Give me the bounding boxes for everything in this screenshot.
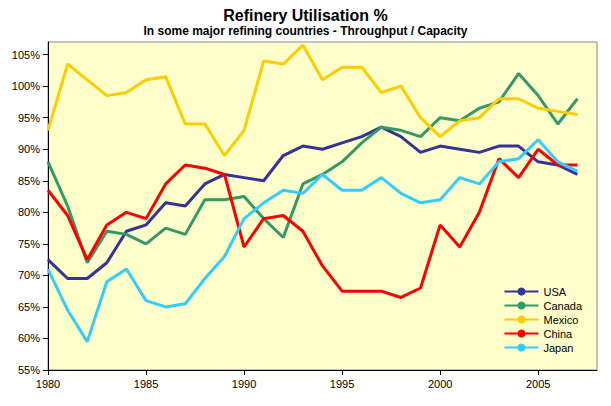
svg-text:1980: 1980 xyxy=(36,378,60,390)
svg-text:Mexico: Mexico xyxy=(543,314,578,326)
svg-text:Refinery Utilisation %: Refinery Utilisation % xyxy=(223,7,387,24)
svg-text:55%: 55% xyxy=(18,364,40,376)
svg-text:105%: 105% xyxy=(12,49,40,61)
svg-text:Japan: Japan xyxy=(543,342,573,354)
svg-text:80%: 80% xyxy=(18,206,40,218)
svg-text:60%: 60% xyxy=(18,332,40,344)
svg-text:2005: 2005 xyxy=(526,378,550,390)
svg-text:Canada: Canada xyxy=(543,300,582,312)
svg-text:70%: 70% xyxy=(18,269,40,281)
svg-text:100%: 100% xyxy=(12,80,40,92)
svg-text:85%: 85% xyxy=(18,175,40,187)
svg-text:95%: 95% xyxy=(18,112,40,124)
svg-text:In some major refining countri: In some major refining countries - Throu… xyxy=(143,24,467,38)
svg-text:65%: 65% xyxy=(18,301,40,313)
svg-text:2000: 2000 xyxy=(428,378,452,390)
svg-text:90%: 90% xyxy=(18,143,40,155)
svg-text:75%: 75% xyxy=(18,238,40,250)
svg-text:1990: 1990 xyxy=(232,378,256,390)
svg-text:1985: 1985 xyxy=(134,378,158,390)
svg-text:China: China xyxy=(543,328,573,340)
svg-text:1995: 1995 xyxy=(330,378,354,390)
svg-text:USA: USA xyxy=(543,286,566,298)
